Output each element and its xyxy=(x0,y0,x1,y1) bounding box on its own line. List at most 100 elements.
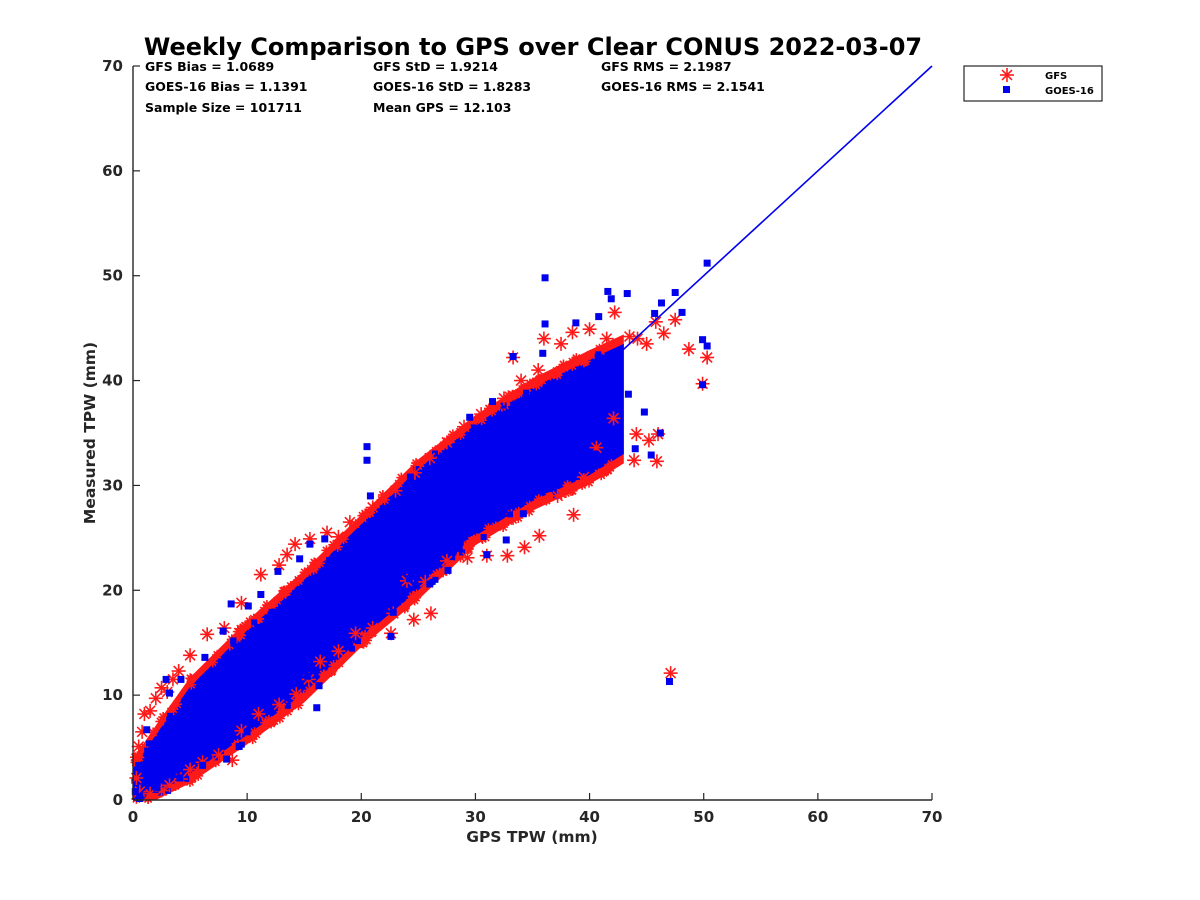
gfs-marker xyxy=(251,729,262,740)
goes-16-marker xyxy=(170,755,177,762)
goes-16-marker xyxy=(347,571,354,578)
goes-16-marker xyxy=(140,765,147,772)
x-tick-label: 70 xyxy=(922,808,943,826)
gfs-marker xyxy=(565,485,576,496)
goes-16-marker xyxy=(541,320,549,328)
gfs-marker xyxy=(507,389,518,400)
goes-16-marker xyxy=(450,528,457,535)
goes-16-marker xyxy=(489,398,497,406)
goes-16-marker xyxy=(216,664,223,671)
goes-16-marker xyxy=(439,472,446,479)
gfs-marker xyxy=(406,612,421,627)
goes-16-marker xyxy=(198,736,205,743)
stat-goes-rms: GOES-16 RMS = 2.1541 xyxy=(601,79,765,94)
goes-16-marker xyxy=(284,702,291,709)
y-tick-label: 30 xyxy=(102,476,123,494)
goes-16-marker xyxy=(509,352,517,360)
goes-16-marker xyxy=(567,379,574,386)
goes-16-marker xyxy=(331,570,338,577)
gfs-marker xyxy=(313,654,328,669)
goes-16-marker xyxy=(396,534,403,541)
gfs-marker xyxy=(582,322,597,337)
goes-16-marker xyxy=(131,788,139,796)
gfs-marker xyxy=(304,685,315,696)
goes-16-marker xyxy=(350,585,357,592)
goes-16-marker xyxy=(558,408,565,415)
goes-16-marker xyxy=(456,522,463,529)
goes-16-marker xyxy=(235,743,243,751)
goes-16-marker xyxy=(525,429,532,436)
goes-16-marker xyxy=(607,295,615,303)
gfs-marker xyxy=(596,470,607,481)
gfs-marker xyxy=(293,576,304,587)
goes-16-marker xyxy=(239,642,246,649)
gfs-marker xyxy=(365,500,380,515)
goes-16-marker xyxy=(242,713,249,720)
gfs-marker xyxy=(606,411,621,426)
goes-16-marker xyxy=(399,488,406,495)
gfs-marker xyxy=(258,605,269,616)
goes-16-marker xyxy=(525,448,532,455)
goes-16-marker xyxy=(640,408,648,416)
gfs-marker xyxy=(338,534,349,545)
gfs-marker xyxy=(331,529,346,544)
goes-16-marker xyxy=(507,462,514,469)
goes-16-marker xyxy=(413,486,420,493)
goes-16-marker xyxy=(423,532,430,539)
chart-title: Weekly Comparison to GPS over Clear CONU… xyxy=(144,33,922,61)
gfs-marker xyxy=(328,660,339,671)
gfs-marker xyxy=(474,407,489,422)
goes-16-marker xyxy=(665,678,673,686)
gfs-marker xyxy=(327,665,338,676)
gfs-marker xyxy=(460,550,475,565)
goes-16-marker xyxy=(336,569,343,576)
gfs-marker xyxy=(550,488,565,503)
gfs-marker xyxy=(235,629,246,640)
gfs-marker xyxy=(172,699,183,710)
goes-16-marker xyxy=(385,533,392,540)
goes-16-marker xyxy=(523,389,530,396)
gfs-marker xyxy=(607,305,622,320)
y-tick-label: 20 xyxy=(102,581,123,599)
goes-16-marker xyxy=(574,447,581,454)
goes-16-marker xyxy=(227,600,235,608)
goes-16-marker xyxy=(392,576,399,583)
goes-16-marker xyxy=(540,473,547,480)
goes-16-marker xyxy=(395,599,402,606)
gfs-marker xyxy=(532,528,547,543)
goes-16-marker xyxy=(657,299,665,307)
goes-16-marker xyxy=(444,566,452,574)
goes-16-marker xyxy=(342,588,349,595)
goes-16-marker xyxy=(253,696,260,703)
goes-16-marker xyxy=(327,628,334,635)
goes-16-marker xyxy=(500,402,507,409)
goes-16-marker xyxy=(432,576,439,583)
gfs-marker xyxy=(409,595,420,606)
gfs-marker xyxy=(272,697,287,712)
goes-16-marker xyxy=(483,551,491,559)
goes-16-marker xyxy=(590,450,598,458)
goes-16-marker xyxy=(369,572,376,579)
goes-16-marker xyxy=(451,444,458,451)
stat-sample-size: Sample Size = 101711 xyxy=(145,100,302,115)
goes-16-marker xyxy=(366,492,374,500)
goes-16-marker xyxy=(568,431,575,438)
goes-16-marker xyxy=(475,456,482,463)
gfs-marker xyxy=(281,586,292,597)
gfs-marker xyxy=(288,537,303,552)
stat-gfs-rms: GFS RMS = 2.1987 xyxy=(601,59,732,74)
goes-16-marker xyxy=(159,743,166,750)
goes-16-marker xyxy=(166,716,173,723)
gfs-marker xyxy=(193,770,204,781)
goes-16-marker xyxy=(162,780,169,787)
goes-16-marker xyxy=(578,381,585,388)
goes-16-marker xyxy=(678,308,686,316)
gfs-marker xyxy=(641,433,656,448)
goes-16-marker xyxy=(243,728,251,736)
goes-16-marker xyxy=(245,639,252,646)
goes-16-marker xyxy=(519,510,527,518)
gfs-marker xyxy=(272,595,283,606)
goes-16-marker xyxy=(177,675,185,683)
goes-16-marker xyxy=(198,710,205,717)
goes-16-marker xyxy=(296,555,304,563)
